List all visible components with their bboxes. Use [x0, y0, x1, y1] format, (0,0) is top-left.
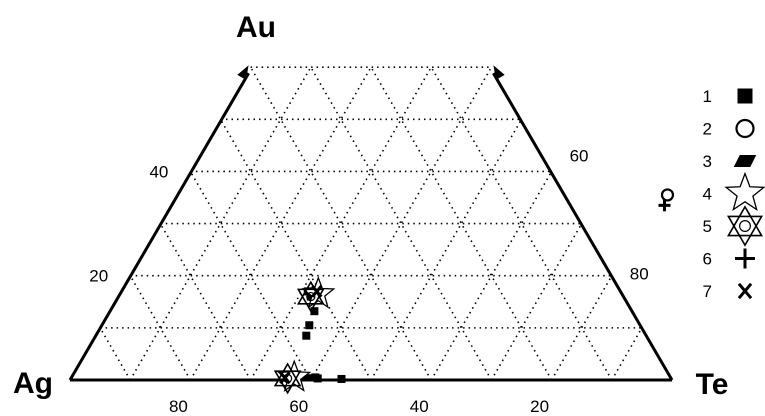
- grid-te-50: [370, 118, 523, 381]
- legend-label-6: 6: [703, 250, 712, 269]
- vertex-label-au: Au: [236, 11, 276, 44]
- legend-marker-x-icon: [737, 282, 753, 300]
- legend-entry-7: 7: [703, 282, 753, 301]
- left-edge-arrow-icon: [237, 65, 249, 80]
- legend-label-2: 2: [703, 120, 712, 139]
- legend-entry-5: 5: [703, 205, 764, 247]
- legend-label-5: 5: [703, 217, 712, 236]
- data-points: [273, 188, 675, 395]
- data-point-filled-square-3: [305, 321, 314, 330]
- grid-te-20: [189, 66, 372, 381]
- tick-right-60: 60: [570, 146, 589, 165]
- grid-ag-70: [159, 223, 252, 381]
- grid-te-80: [550, 275, 613, 381]
- tick-bottom-80: 80: [169, 397, 188, 416]
- grid-te-30: [249, 66, 432, 381]
- tick-right-80: 80: [630, 265, 649, 284]
- data-point-open-circle-0: [660, 188, 675, 202]
- data-point-plus-0: [658, 199, 671, 212]
- grid-ag-30: [310, 66, 493, 381]
- legend-entry-3: 3: [703, 152, 757, 171]
- tick-bottom-60: 60: [289, 397, 308, 416]
- tick-bottom-40: 40: [410, 397, 429, 416]
- grid-te-90: [611, 327, 643, 381]
- legend-marker-open-star-icon: [724, 171, 765, 212]
- grid-lines: [99, 66, 643, 381]
- axis-labels: Au Ag Te 20 40 60 80 80 60 40 20: [13, 11, 728, 416]
- legend-entry-6: 6: [703, 248, 755, 269]
- legend: 1 2 3 4 5 6 7: [703, 87, 765, 301]
- tick-left-20: 20: [89, 267, 108, 286]
- right-edge: [492, 72, 674, 381]
- right-edge-arrow-icon: [493, 65, 505, 80]
- legend-marker-filled-parallelogram-icon: [733, 155, 757, 167]
- legend-label-7: 7: [703, 282, 712, 301]
- legend-entry-4: 4: [703, 171, 765, 212]
- plot-frame: [68, 65, 674, 382]
- data-point-x-0: [311, 285, 323, 298]
- grid-te-40: [310, 66, 493, 381]
- grid-te-10: [129, 66, 312, 381]
- legend-marker-open-hexagram-icon: [726, 205, 764, 247]
- legend-marker-filled-square-icon: [737, 88, 753, 104]
- legend-label-1: 1: [703, 87, 712, 106]
- grid-ag-80: [129, 275, 192, 381]
- tick-left-40: 40: [149, 162, 168, 181]
- data-point-filled-square-7: [337, 374, 346, 383]
- legend-entry-2: 2: [703, 118, 755, 139]
- legend-label-3: 3: [703, 152, 712, 171]
- data-point-filled-parallelogram-1: [301, 374, 317, 382]
- vertex-label-te: Te: [696, 368, 729, 401]
- legend-label-4: 4: [703, 185, 712, 204]
- data-point-filled-square-1: [306, 292, 315, 301]
- grid-ag-90: [99, 327, 131, 381]
- tick-bottom-20: 20: [530, 397, 549, 416]
- data-point-filled-square-4: [302, 331, 311, 340]
- left-edge: [68, 72, 250, 381]
- vertex-label-ag: Ag: [13, 367, 53, 400]
- data-point-filled-square-2: [310, 307, 319, 316]
- legend-marker-open-circle-icon: [735, 118, 755, 139]
- grid-te-70: [490, 223, 583, 381]
- legend-entry-1: 1: [703, 87, 753, 106]
- data-point-x-1: [279, 371, 291, 385]
- legend-marker-plus-icon: [735, 248, 755, 269]
- grid-ag-40: [249, 66, 432, 381]
- data-point-filled-square-6: [313, 374, 322, 383]
- grid-ag-50: [219, 118, 372, 381]
